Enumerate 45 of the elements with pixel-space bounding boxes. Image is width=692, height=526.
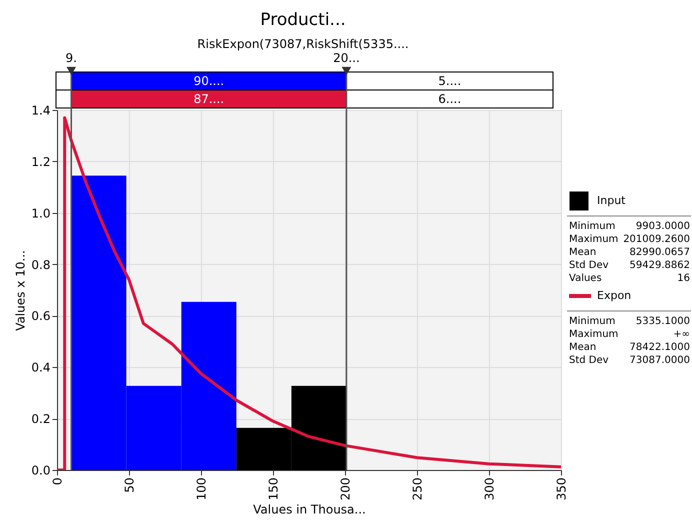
x-tick-label: 0 xyxy=(50,478,64,486)
text: 87.... xyxy=(194,92,224,106)
text: 16 xyxy=(677,273,690,284)
text: 78422.1000 xyxy=(630,342,690,353)
x-tick-label: 150 xyxy=(266,478,280,500)
text: Maximum xyxy=(569,234,618,245)
y-tick-label: 0.8 xyxy=(31,258,50,272)
y-tick-label: 0.4 xyxy=(31,360,50,375)
text: 9903.0000 xyxy=(636,221,690,232)
text: Mean xyxy=(569,247,596,258)
text: 6.... xyxy=(438,92,462,106)
legend-label: Input xyxy=(597,194,626,207)
text: Minimum xyxy=(569,316,616,327)
text: 201009.2600 xyxy=(623,234,690,245)
x-tick-label: 200 xyxy=(338,478,352,500)
y-tick-label: 1.2 xyxy=(31,154,50,169)
y-tick-label: 0.0 xyxy=(31,464,50,478)
text: 9. xyxy=(66,51,77,65)
text: Std Dev xyxy=(569,355,609,366)
text: 5.... xyxy=(438,74,462,88)
text: Values xyxy=(569,273,602,284)
text: Minimum xyxy=(569,221,616,232)
y-tick-label: 1.4 xyxy=(31,104,50,118)
y-tick-label: 1.0 xyxy=(31,206,50,220)
text: 82990.0657 xyxy=(630,247,690,258)
x-axis-title: Values in Thousa... xyxy=(253,502,366,516)
chart-subtitle: RiskExpon(73087,RiskShift(5335.... xyxy=(197,37,409,51)
text: 5335.1000 xyxy=(636,316,690,327)
text: Maximum xyxy=(569,329,618,340)
text: Std Dev xyxy=(569,260,609,271)
y-tick-label: 0.6 xyxy=(31,309,50,324)
legend-label: Expon xyxy=(597,289,632,302)
text: Mean xyxy=(569,342,596,353)
x-tick-label: 300 xyxy=(482,478,496,500)
text: 73087.0000 xyxy=(630,355,690,366)
text: 20... xyxy=(333,51,360,65)
y-tick-label: 0.2 xyxy=(31,412,50,426)
x-tick-label: 50 xyxy=(122,478,136,493)
text: +∞ xyxy=(673,329,690,340)
x-tick-label: 250 xyxy=(410,478,424,500)
x-tick-label: 350 xyxy=(554,478,568,500)
text: 59429.8862 xyxy=(630,260,690,271)
y-axis-title: Values x 10... xyxy=(13,250,28,331)
x-tick-label: 100 xyxy=(194,478,208,500)
chart-title: Producti... xyxy=(260,10,346,30)
